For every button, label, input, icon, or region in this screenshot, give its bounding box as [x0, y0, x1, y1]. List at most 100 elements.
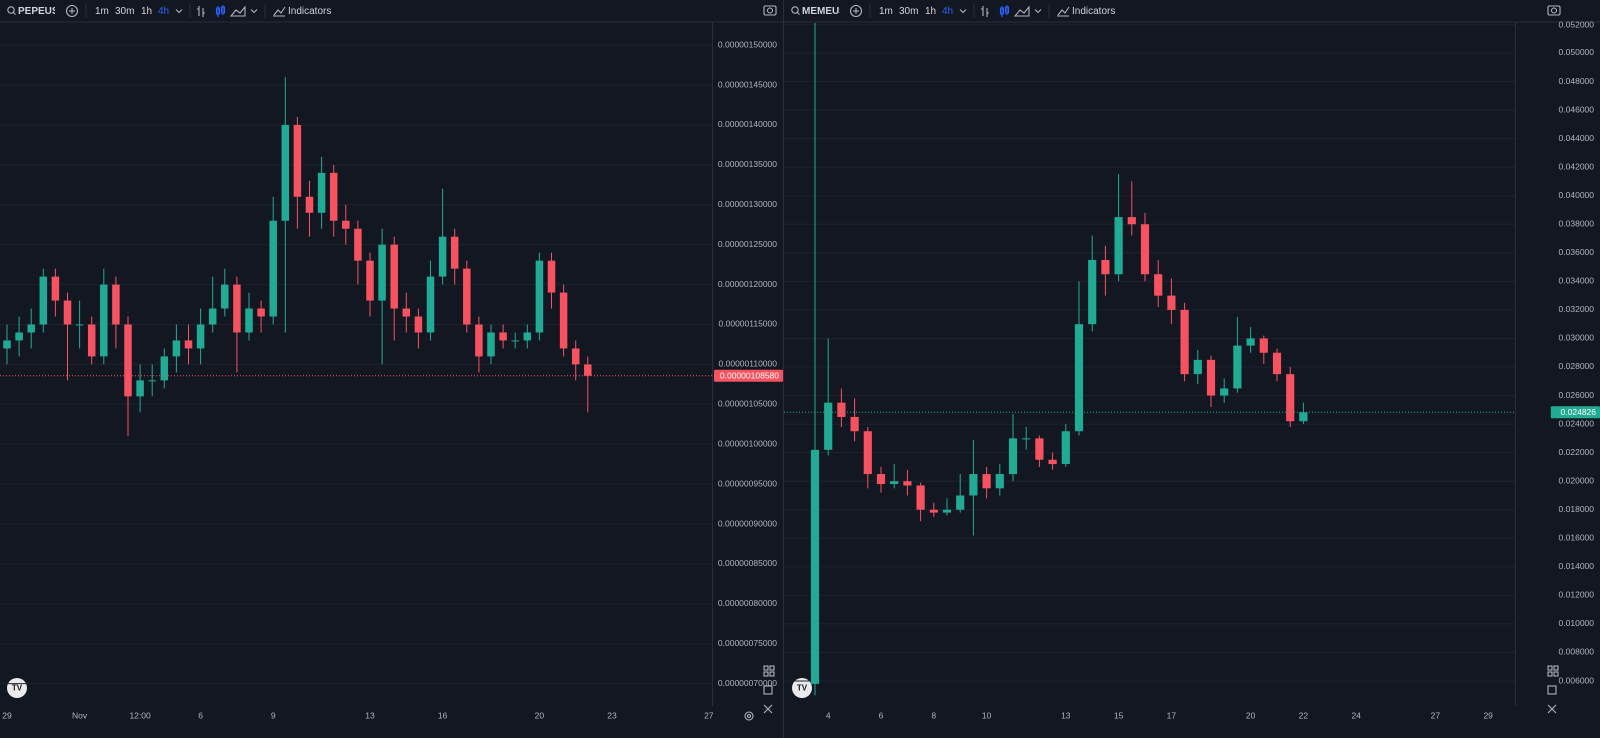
x-tick-label: Nov [72, 710, 88, 720]
x-tick-label: 10 [982, 710, 992, 720]
candle-body [969, 474, 978, 496]
y-tick-label: 0.016000 [1559, 533, 1595, 543]
candle-body [269, 220, 277, 317]
y-tick-label: 0.00000140000 [718, 119, 777, 129]
maximize-button[interactable] [763, 685, 773, 695]
interval-button[interactable]: 1m [879, 6, 893, 17]
candle-body [956, 495, 965, 510]
indicators-icon[interactable] [273, 6, 286, 17]
close-button[interactable] [763, 704, 773, 714]
indicators-button[interactable]: Indicators [288, 6, 331, 17]
candle-body [233, 284, 241, 333]
y-tick-label: 0.006000 [1559, 675, 1595, 685]
interval-button[interactable]: 30m [115, 6, 134, 17]
interval-button-active[interactable]: 4h [942, 6, 953, 17]
y-tick-label: 0.046000 [1559, 104, 1595, 114]
snapshot-button[interactable] [1547, 5, 1561, 16]
layout-button[interactable] [1547, 665, 1559, 677]
candles-style-button[interactable] [999, 5, 1010, 17]
candle-body [571, 348, 580, 365]
toolbar [0, 0, 783, 22]
interval-button[interactable]: 1m [95, 6, 109, 17]
area-style-button[interactable] [1013, 5, 1030, 17]
candle-body [876, 474, 886, 485]
candle-body [136, 380, 144, 397]
y-tick-label: 0.024000 [1559, 418, 1595, 428]
candle-body [1246, 338, 1255, 346]
x-tick-label: 23 [607, 710, 617, 720]
chart-panel: MEMEUSDT 1m 30m 1h 4h Indicators TV 0.00… [784, 0, 1600, 720]
candle-body [172, 340, 181, 357]
candle-body [329, 172, 338, 221]
search-button[interactable] [7, 6, 16, 15]
x-tick-label: 20 [1246, 710, 1256, 720]
candle-body [1008, 438, 1018, 475]
candle-body [160, 356, 169, 381]
bars-style-button[interactable] [197, 6, 205, 17]
candle-body [1074, 324, 1084, 432]
candle-body [184, 340, 193, 349]
interval-dropdown[interactable] [175, 9, 183, 14]
bars-style-button[interactable] [981, 6, 989, 17]
maximize-button[interactable] [1547, 685, 1557, 695]
search-button[interactable] [791, 6, 800, 15]
candle-body [1088, 259, 1097, 325]
candle-body [1167, 295, 1176, 310]
interval-button[interactable]: 30m [899, 6, 918, 17]
plot [784, 22, 1515, 696]
candle-body [837, 402, 846, 417]
compare-button[interactable] [65, 4, 79, 18]
snapshot-button[interactable] [763, 5, 777, 16]
y-tick-label: 0.00000135000 [718, 159, 777, 169]
candle-body [39, 276, 48, 325]
symbol[interactable]: PEPEUSDT [18, 6, 72, 17]
candle-body [1154, 274, 1163, 296]
candle-body [100, 284, 108, 357]
interval-dropdown[interactable] [959, 9, 967, 14]
candle-body [1035, 438, 1044, 460]
y-tick-label: 0.014000 [1559, 561, 1595, 571]
close-button[interactable] [1547, 704, 1557, 714]
candle-body [1101, 259, 1110, 275]
y-tick-label: 0.022000 [1559, 447, 1595, 457]
candle-body [1193, 359, 1202, 375]
last-price-label: 0.00000108580 [720, 370, 779, 380]
x-tick-label: 9 [271, 710, 276, 720]
y-tick-label: 0.018000 [1559, 504, 1595, 514]
y-tick-label: 0.00000145000 [718, 79, 777, 89]
x-tick-label: 29 [1483, 710, 1493, 720]
indicators-icon[interactable] [1057, 6, 1070, 17]
interval-button[interactable]: 1h [141, 6, 152, 17]
candle-body [1180, 309, 1189, 375]
candle-body [890, 481, 899, 485]
candle-body [27, 324, 35, 333]
x-tick-label: 17 [1167, 710, 1177, 720]
layout-button[interactable] [763, 665, 775, 677]
candle-body [305, 196, 314, 213]
compare-button[interactable] [849, 4, 863, 18]
last-price-label: 0.024826 [1561, 407, 1597, 417]
settings-button[interactable] [744, 711, 754, 721]
candle-body [1272, 352, 1282, 375]
area-style-button[interactable] [229, 5, 246, 17]
x-tick-label: 15 [1114, 710, 1124, 720]
style-dropdown[interactable] [250, 9, 258, 14]
candles-style-button[interactable] [215, 5, 226, 17]
symbol[interactable]: MEMEUSDT [802, 6, 859, 17]
y-tick-label: 0.00000095000 [718, 478, 777, 488]
y-tick-label: 0.008000 [1559, 647, 1595, 657]
style-dropdown[interactable] [1034, 9, 1042, 14]
candle-body [1114, 217, 1123, 275]
y-tick-label: 0.00000090000 [718, 518, 777, 528]
y-tick-label: 0.048000 [1559, 76, 1595, 86]
indicators-button[interactable]: Indicators [1072, 6, 1115, 17]
candle-body [257, 308, 265, 317]
interval-button[interactable]: 1h [925, 6, 936, 17]
interval-button-active[interactable]: 4h [158, 6, 169, 17]
y-tick-label: 0.042000 [1559, 161, 1595, 171]
candle-body [1022, 438, 1031, 440]
y-tick-label: 0.050000 [1559, 47, 1595, 57]
candle-body [487, 332, 495, 357]
